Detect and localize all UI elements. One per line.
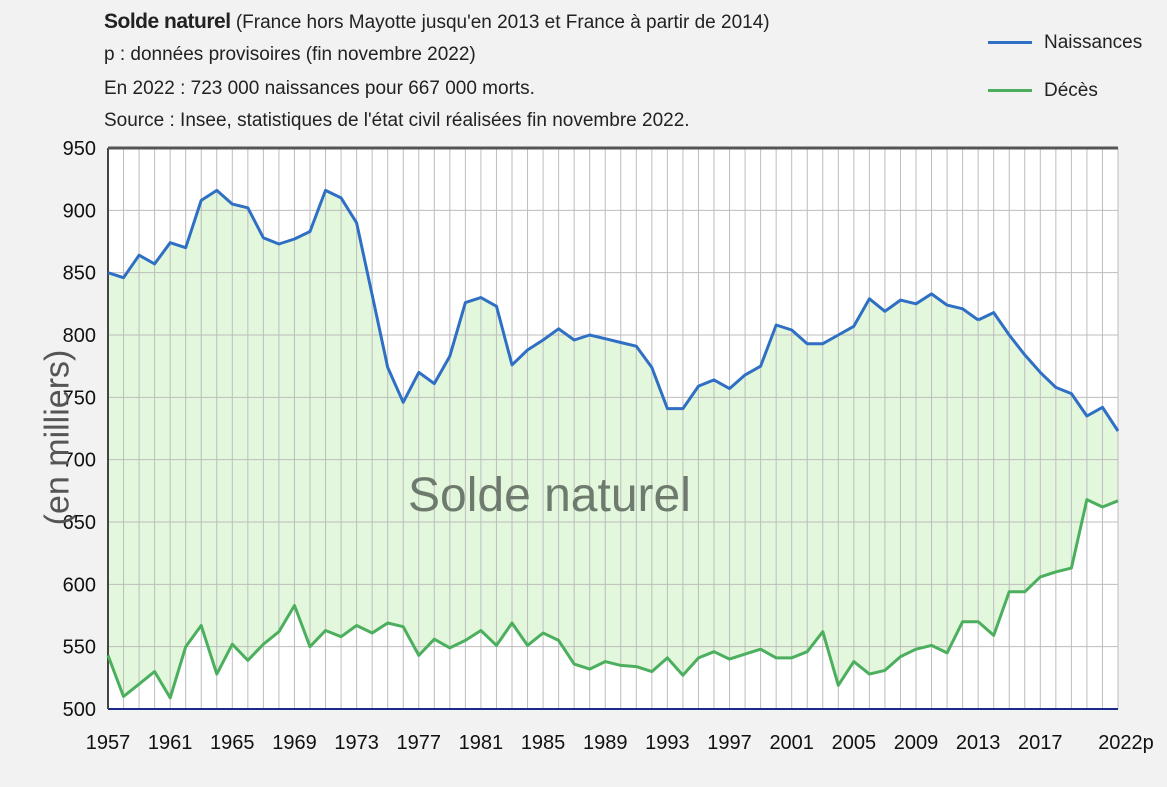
x-tick-label: 1977 [397,732,442,754]
deaths-line [106,498,1119,700]
y-tick-label: 950 [63,138,96,160]
area-label: Solde naturel [408,469,691,522]
legend-swatch-deaths [988,89,1032,93]
y-tick-label: 500 [63,699,96,721]
x-tick-label: 1973 [334,732,379,754]
x-tick-label: 2001 [769,732,814,754]
births-line [107,188,980,411]
y-tick-label: 800 [63,325,96,347]
legend-label-births: Naissances [1044,32,1143,53]
x-tick-label: 2017 [1018,732,1063,754]
y-tick-label: 600 [63,574,96,596]
births-line-2014-onward [977,311,1120,432]
legend-item-births: Naissances [988,32,1142,54]
y-tick-label: 550 [63,637,96,659]
chart-title: Solde naturel (France hors Mayotte jusqu… [104,10,770,34]
x-tick-label: 1965 [210,732,255,754]
x-tick-label: 1993 [645,732,690,754]
note-provisional: p : données provisoires (fin novembre 20… [104,44,476,65]
legend-label-deaths: Décès [1044,80,1098,101]
note-2022-summary: En 2022 : 723 000 naissances pour 667 00… [104,78,535,99]
legend-item-deaths: Décès [988,80,1098,102]
x-tick-label: 1969 [272,732,317,754]
x-tick-label: 1989 [583,732,628,754]
y-tick-label: 650 [63,512,96,534]
y-tick-label: 750 [63,387,96,409]
legend-swatch-births [988,41,1032,45]
x-tick-label: 1985 [521,732,566,754]
y-tick-label: 900 [63,200,96,222]
title-subtitle: (France hors Mayotte jusqu'en 2013 et Fr… [235,12,770,33]
title-bold: Solde naturel [104,10,231,33]
solde-naturel-area [108,190,1118,698]
x-tick-label: 1961 [148,732,193,754]
x-tick-label: 1981 [459,732,504,754]
y-axis-label: (en milliers) [38,349,77,526]
note-source: Source : Insee, statistiques de l'état c… [104,110,690,131]
x-tick-label: 1997 [707,732,752,754]
y-tick-label: 700 [63,450,96,472]
x-tick-label: 1957 [86,732,131,754]
x-tick-label: 2005 [832,732,877,754]
y-tick-label: 850 [63,263,96,285]
x-tick-label: 2022p [1098,732,1154,754]
x-tick-label: 2013 [956,732,1001,754]
x-tick-label: 2009 [894,732,939,754]
